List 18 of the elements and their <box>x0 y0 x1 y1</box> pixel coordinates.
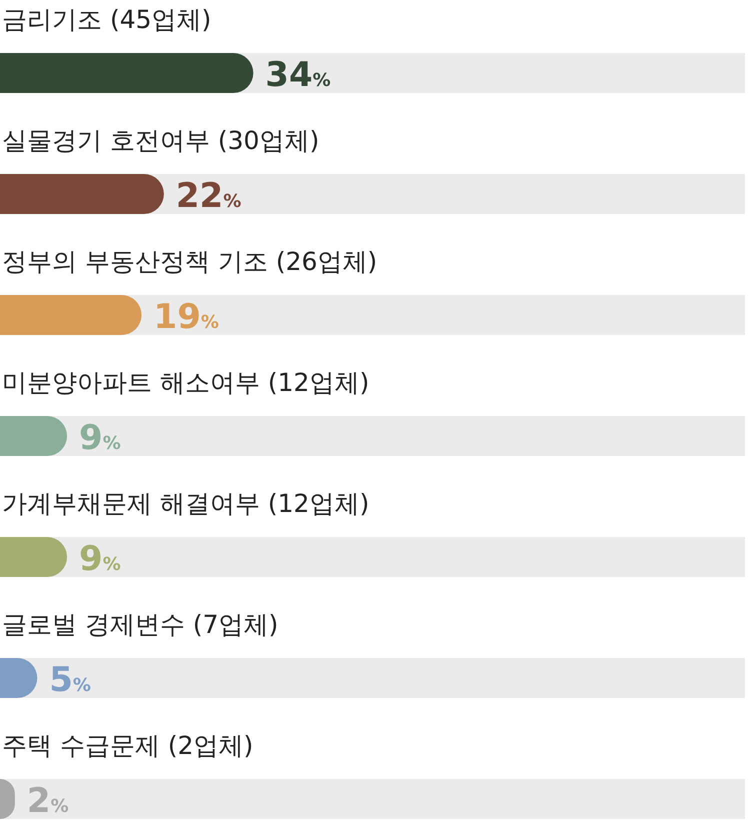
data-label: 9% <box>79 539 121 579</box>
data-label: 9% <box>79 418 121 458</box>
bar <box>0 416 68 456</box>
data-label: 5% <box>49 660 91 700</box>
y-tick-label: 글로벌 경제변수 (7업체) <box>2 610 278 639</box>
bar <box>0 295 142 335</box>
y-tick-label: 실물경기 호전여부 (30업체) <box>2 126 320 155</box>
data-label: 22% <box>176 176 242 216</box>
data-label: 19% <box>154 297 219 337</box>
data-label: 34% <box>265 55 331 95</box>
y-tick-label: 정부의 부동산정책 기조 (26업체) <box>2 247 378 276</box>
y-tick-label: 주택 수급문제 (2업체) <box>2 731 254 760</box>
bar <box>0 537 68 577</box>
bar <box>0 174 164 214</box>
y-tick-label: 미분양아파트 해소여부 (12업체) <box>2 368 370 397</box>
data-label: 2% <box>26 781 69 820</box>
y-tick-label: 가계부채문제 해결여부 (12업체) <box>2 489 370 518</box>
y-tick-label: 금리기조 (45업체) <box>2 5 212 34</box>
